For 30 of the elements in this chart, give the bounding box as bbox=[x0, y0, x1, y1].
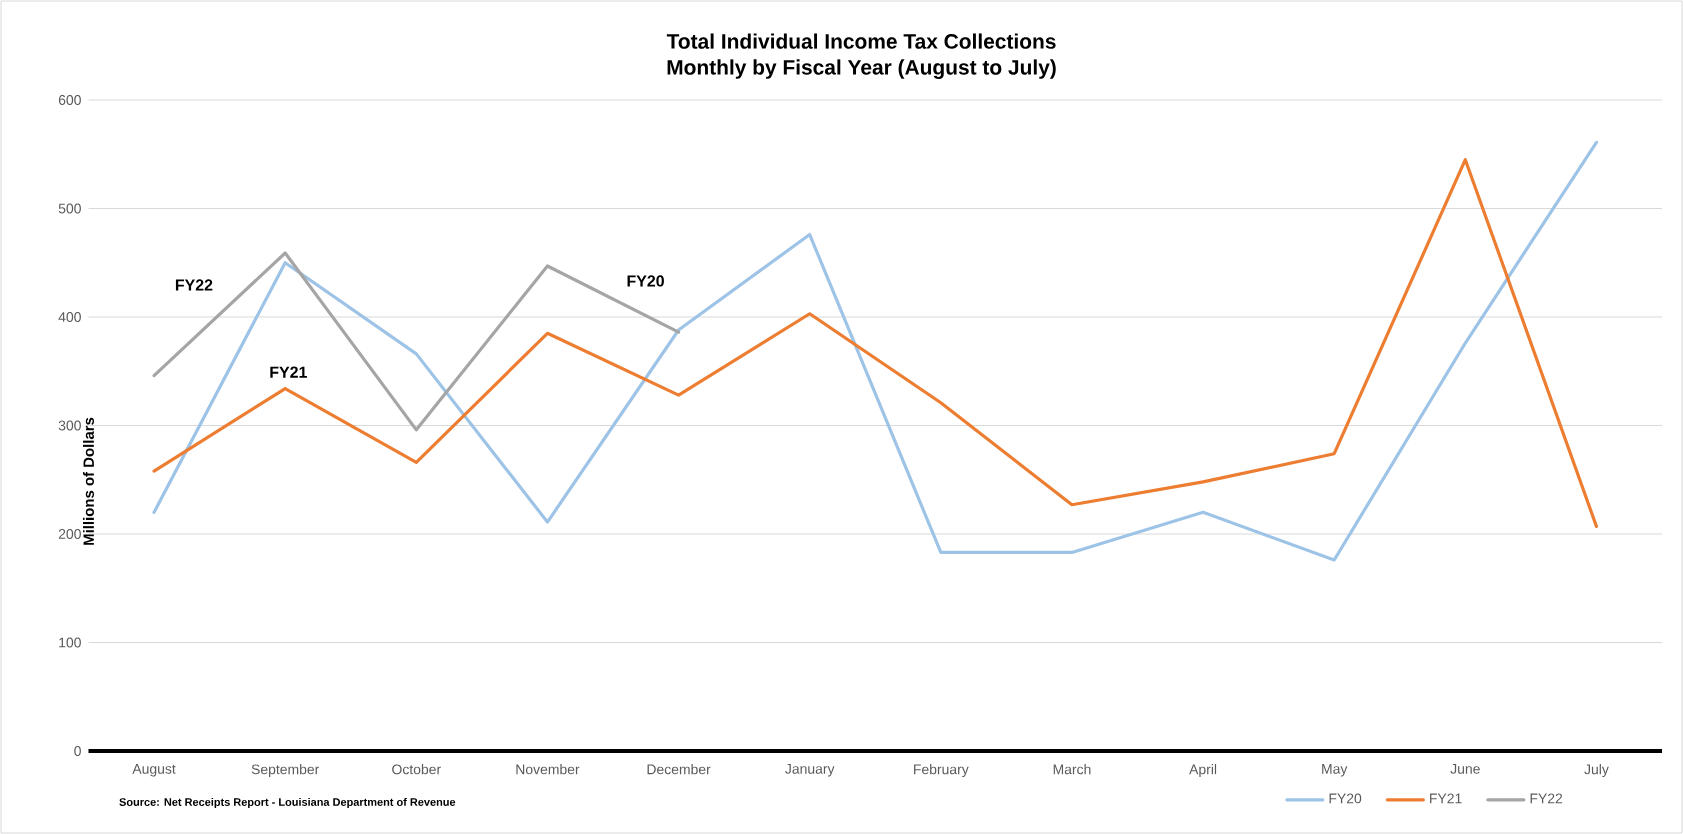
legend-label: FY20 bbox=[1329, 793, 1362, 804]
y-tick-label: 0 bbox=[74, 746, 81, 756]
y-tick-label: 400 bbox=[58, 312, 81, 322]
x-tick-label: May bbox=[1322, 764, 1348, 777]
x-tick-label: April bbox=[1189, 764, 1217, 778]
annotation: FY20 bbox=[627, 275, 664, 287]
legend-label: FY21 bbox=[1430, 793, 1462, 804]
y-tick-label: 200 bbox=[58, 529, 81, 539]
chart-title: Total Individual Income Tax Collections bbox=[666, 33, 1056, 49]
y-tick-label: 300 bbox=[58, 420, 81, 431]
x-tick-label: July bbox=[1584, 764, 1609, 778]
x-tick-label: December bbox=[647, 764, 711, 775]
y-axis-title: Millions of Dollars bbox=[83, 417, 94, 545]
chart-subtitle: Monthly by Fiscal Year (August to July) bbox=[667, 59, 1056, 79]
y-tick-label: 500 bbox=[58, 203, 81, 214]
y-tick-label: 100 bbox=[59, 637, 81, 648]
line-series bbox=[152, 251, 681, 432]
source-note: Source: Net Receipts Report - Louisiana Department of Revenue bbox=[119, 797, 456, 809]
x-tick-label: November bbox=[516, 764, 580, 775]
x-tick-label: September bbox=[251, 764, 320, 778]
x-tick-label: August bbox=[132, 764, 176, 777]
x-tick-label: January bbox=[785, 764, 835, 777]
annotation: FY21 bbox=[270, 366, 307, 378]
x-tick-label: June bbox=[1450, 764, 1480, 774]
y-tick-label: 600 bbox=[58, 95, 81, 105]
annotation: FY22 bbox=[175, 279, 213, 291]
x-tick-label: February bbox=[914, 764, 969, 778]
legend-label: FY22 bbox=[1530, 793, 1563, 804]
x-tick-label: March bbox=[1053, 764, 1091, 775]
x-tick-label: October bbox=[392, 764, 441, 775]
